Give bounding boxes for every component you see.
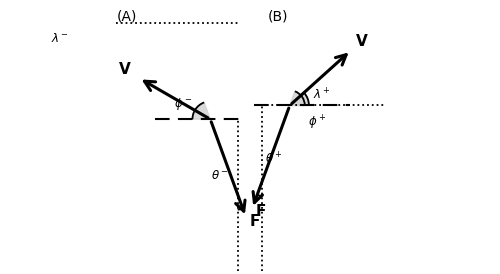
Wedge shape <box>192 102 210 119</box>
Text: $\theta^+$: $\theta^+$ <box>265 152 282 167</box>
Text: $\phi^+$: $\phi^+$ <box>308 114 326 132</box>
Text: $\theta^-$: $\theta^-$ <box>211 169 228 182</box>
Text: $\mathbf{V}$: $\mathbf{V}$ <box>118 61 132 77</box>
Text: (B): (B) <box>268 10 288 24</box>
Text: $\phi^-$: $\phi^-$ <box>174 96 192 112</box>
Text: $\mathbf{F}$: $\mathbf{F}$ <box>248 213 260 229</box>
Text: (A): (A) <box>117 10 138 24</box>
Text: $\lambda^-$: $\lambda^-$ <box>51 32 69 44</box>
Text: $\mathbf{V}$: $\mathbf{V}$ <box>355 33 368 49</box>
Wedge shape <box>290 93 309 105</box>
Text: $\mathbf{F}$: $\mathbf{F}$ <box>255 203 266 219</box>
Text: $\lambda^+$: $\lambda^+$ <box>313 87 331 103</box>
Wedge shape <box>290 91 305 105</box>
